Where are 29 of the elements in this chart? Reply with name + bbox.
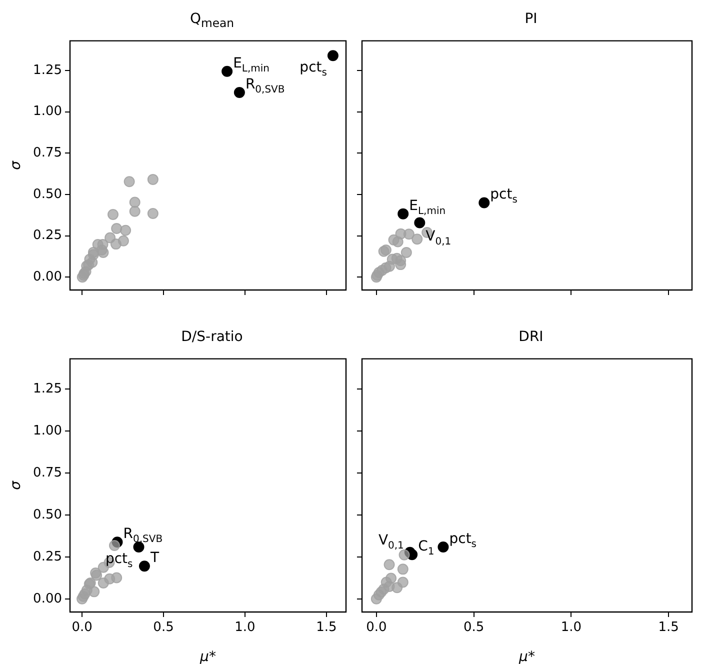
- x-tick-label: 0.5: [153, 620, 174, 636]
- y-tick-label: 0.75: [33, 465, 62, 480]
- chart-title: PI: [524, 10, 538, 29]
- y-axis-title: σ: [8, 480, 24, 490]
- y-tick-label: 0.25: [33, 549, 62, 564]
- chart-title: Q$_{mean}$: [188, 10, 236, 30]
- y-tick-label: 0.00: [33, 269, 62, 284]
- y-tick-label: 0.00: [33, 591, 62, 606]
- chart-title: D/S-ratio: [180, 328, 244, 347]
- y-tick-label: 1.25: [33, 62, 62, 78]
- annotation: T: [149, 550, 160, 566]
- chart-title: DRI: [518, 328, 544, 347]
- x-tick-label: 1.5: [658, 620, 679, 636]
- x-tick-label: 1.0: [560, 620, 582, 636]
- y-tick-label: 1.25: [33, 381, 62, 396]
- x-tick-label: 0.5: [463, 620, 484, 636]
- x-axis-title: μ*: [518, 649, 535, 664]
- x-tick-label: 1.5: [316, 620, 337, 636]
- x-axis-title: μ*: [199, 649, 216, 664]
- y-tick-label: 0.25: [33, 228, 62, 244]
- y-tick-label: 1.00: [33, 423, 62, 438]
- x-tick-label: 1.0: [234, 620, 256, 636]
- x-tick-label: 0.0: [72, 620, 92, 636]
- y-tick-label: 0.75: [33, 146, 62, 161]
- y-tick-label: 0.50: [33, 186, 62, 202]
- x-tick-label: 0.0: [366, 620, 387, 636]
- y-axis-title: σ: [8, 160, 24, 170]
- y-tick-label: 1.00: [33, 104, 62, 120]
- y-tick-label: 0.50: [33, 507, 62, 522]
